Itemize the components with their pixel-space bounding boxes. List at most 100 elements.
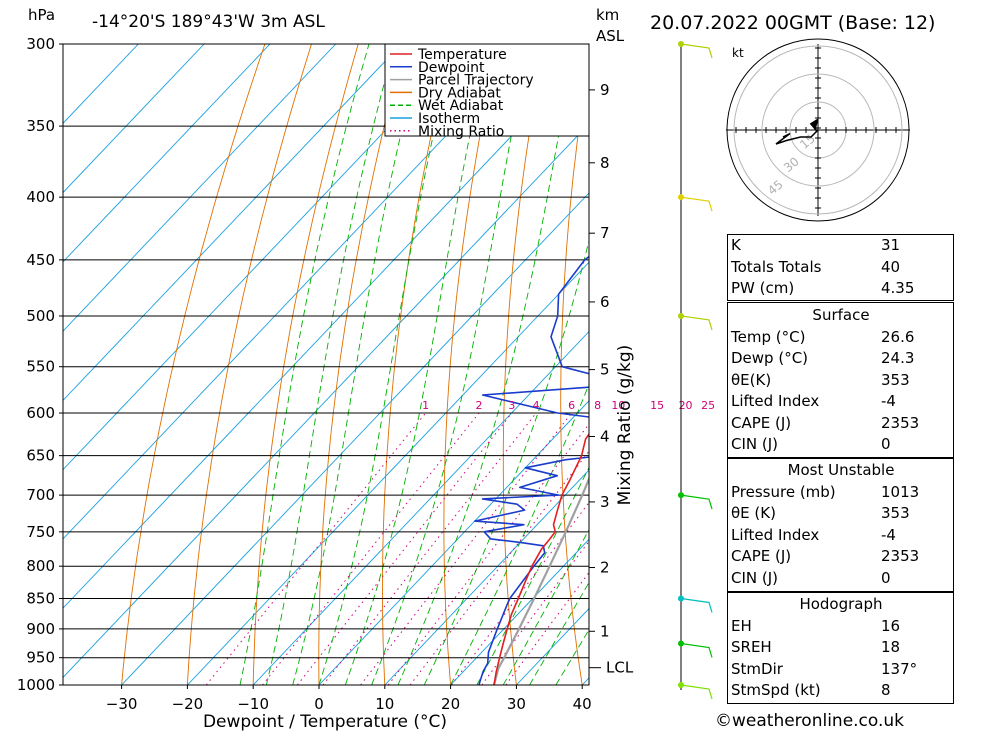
isotherm-line — [63, 44, 337, 332]
isotherm-line — [318, 400, 589, 685]
pressure-tick-label: 450 — [26, 251, 55, 269]
pressure-tick-label: 750 — [26, 523, 55, 541]
wet-adiabat-line — [292, 44, 424, 685]
dry-adiabat-line — [186, 44, 312, 685]
table-row: CIN (J) 0 — [727, 568, 955, 590]
stmspd-label: StmSpd (kt) — [731, 681, 821, 699]
temperature-tick-label: 30 — [507, 695, 526, 713]
lcl-label: LCL — [606, 659, 634, 677]
mixing-ratio-label: 3 — [508, 399, 515, 412]
pressure-tick-label: 1000 — [17, 676, 55, 694]
wet-adiabat-line — [423, 238, 589, 685]
dewpoint-line — [473, 255, 589, 685]
indices-box — [727, 234, 954, 301]
pressure-tick-label: 300 — [26, 35, 55, 53]
pressure-tick-label: 400 — [26, 188, 55, 206]
pw-value: 4.35 — [881, 279, 915, 297]
surface-dewp-value: 24.3 — [881, 349, 915, 367]
mixing-ratio-line — [360, 412, 572, 685]
surface-cape-label: CAPE (J) — [731, 413, 792, 432]
mixing-ratio-label: 2 — [475, 399, 482, 412]
mixing-ratio-line — [262, 412, 480, 685]
temperature-tick-label: −20 — [172, 695, 204, 713]
table-row: Most Unstable — [727, 460, 955, 482]
km-tick-label: 8 — [600, 154, 610, 172]
surface-cin-label: CIN (J) — [731, 435, 779, 453]
table-row: Temp (°C) 26.6 — [727, 327, 955, 349]
isotherm-line — [63, 123, 589, 679]
hodograph-ring-label: 45 — [765, 177, 786, 198]
mu-cin-value: 0 — [881, 568, 891, 587]
copyright-link[interactable]: ©weatheronline.co.uk — [715, 711, 905, 731]
most-unstable-box — [727, 458, 954, 592]
km-tick-label: 3 — [600, 493, 610, 511]
km-tick-label: 2 — [600, 559, 610, 577]
mu-li-value: -4 — [881, 525, 896, 544]
surface-thetae-label: θE(K) — [731, 370, 772, 389]
mixing-ratio-label: 6 — [568, 399, 575, 412]
dry-adiabat-line — [443, 44, 499, 685]
hodograph-table: Hodograph EH 16 SREH 18 StmDir 137° StmSpd … — [727, 594, 955, 702]
most-unstable-title: Most Unstable — [787, 461, 895, 479]
most-unstable-table: Most Unstable Pressure (mb) 1013 θE (K) 35… — [727, 460, 955, 589]
pressure-tick-label: 650 — [26, 447, 55, 465]
surface-li-value: -4 — [881, 392, 896, 410]
hodograph-ring — [761, 73, 875, 187]
dry-adiabat-line — [964, 26, 1000, 685]
temperature-tick-label: 20 — [441, 695, 460, 713]
plot-frame — [62, 43, 590, 686]
pressure-tick-label: 350 — [26, 117, 55, 135]
mixing-ratio-label: 10 — [611, 399, 625, 412]
pressure-tick-label: 900 — [26, 620, 55, 638]
parcel-trajectory-line — [492, 476, 589, 685]
mixing-ratio-line — [409, 450, 589, 685]
stmdir-value: 137° — [881, 659, 918, 678]
surface-temp-value: 26.6 — [881, 327, 915, 346]
wind-barb — [680, 642, 713, 658]
mu-pressure-label: Pressure (mb) — [731, 482, 836, 501]
indices-table: K 31 Totals Totals 40 PW (cm) 4.35 — [727, 235, 955, 300]
mu-li-label: Lifted Index — [731, 525, 820, 544]
hodograph-outer-ring — [726, 38, 910, 222]
wind-barb — [680, 597, 713, 613]
wet-adiabat-line — [239, 44, 370, 685]
mu-thetae-value: 353 — [881, 504, 910, 522]
pressure-tick-label: 800 — [26, 557, 55, 575]
mixing-ratio-label: 4 — [533, 399, 540, 412]
isotherm-line — [63, 44, 402, 402]
hodograph-unit-label: kt — [732, 46, 744, 60]
legend-item-label: Dewpoint — [418, 60, 485, 76]
table-row: StmSpd (kt) 8 — [727, 680, 955, 702]
location-title: -14°20'S 189°43'W 3m ASL — [92, 12, 325, 32]
hodograph-ring-label: 15 — [797, 131, 818, 152]
table-row: Lifted Index -4 — [727, 391, 955, 413]
legend-box — [384, 43, 590, 137]
wet-adiabat-line — [450, 383, 589, 685]
table-row: Lifted Index -4 — [727, 525, 955, 547]
isotherm-line — [63, 44, 534, 540]
isotherm-line — [63, 44, 205, 194]
datetime-title: 20.07.2022 00GMT (Base: 12) — [650, 12, 936, 34]
eh-label: EH — [731, 616, 752, 635]
mixing-ratio-axis-label: Mixing Ratio (g/kg) — [615, 345, 635, 506]
pw-label: PW (cm) — [731, 279, 795, 297]
pressure-unit-label: hPa — [28, 6, 56, 24]
surface-temp-label: Temp (°C) — [731, 327, 806, 346]
table-row: PW (cm) 4.35 — [727, 278, 955, 300]
k-label: K — [731, 236, 741, 254]
stmdir-label: StmDir — [731, 659, 783, 678]
dry-adiabat-line — [382, 44, 452, 685]
temperature-tick-label: 40 — [573, 695, 592, 713]
hodograph-ring-label: 30 — [781, 154, 802, 175]
isotherm-line — [63, 44, 271, 263]
legend-item-label: Isotherm — [418, 111, 480, 127]
height-unit-label: km — [596, 6, 620, 24]
mu-cape-value: 2353 — [881, 547, 920, 565]
pressure-tick-label: 550 — [26, 358, 55, 376]
pressure-tick-label: 950 — [26, 649, 55, 667]
surface-li-label: Lifted Index — [731, 392, 820, 410]
surface-cin-value: 0 — [881, 435, 891, 453]
sreh-value: 18 — [881, 638, 901, 656]
legend-item-label: Mixing Ratio — [418, 124, 504, 140]
